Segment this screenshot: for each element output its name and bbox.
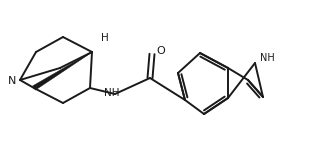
Text: O: O [156, 46, 165, 56]
Text: NH: NH [104, 88, 119, 98]
Text: H: H [101, 33, 109, 43]
Polygon shape [33, 52, 92, 90]
Text: N: N [8, 76, 16, 86]
Text: NH: NH [260, 53, 275, 63]
